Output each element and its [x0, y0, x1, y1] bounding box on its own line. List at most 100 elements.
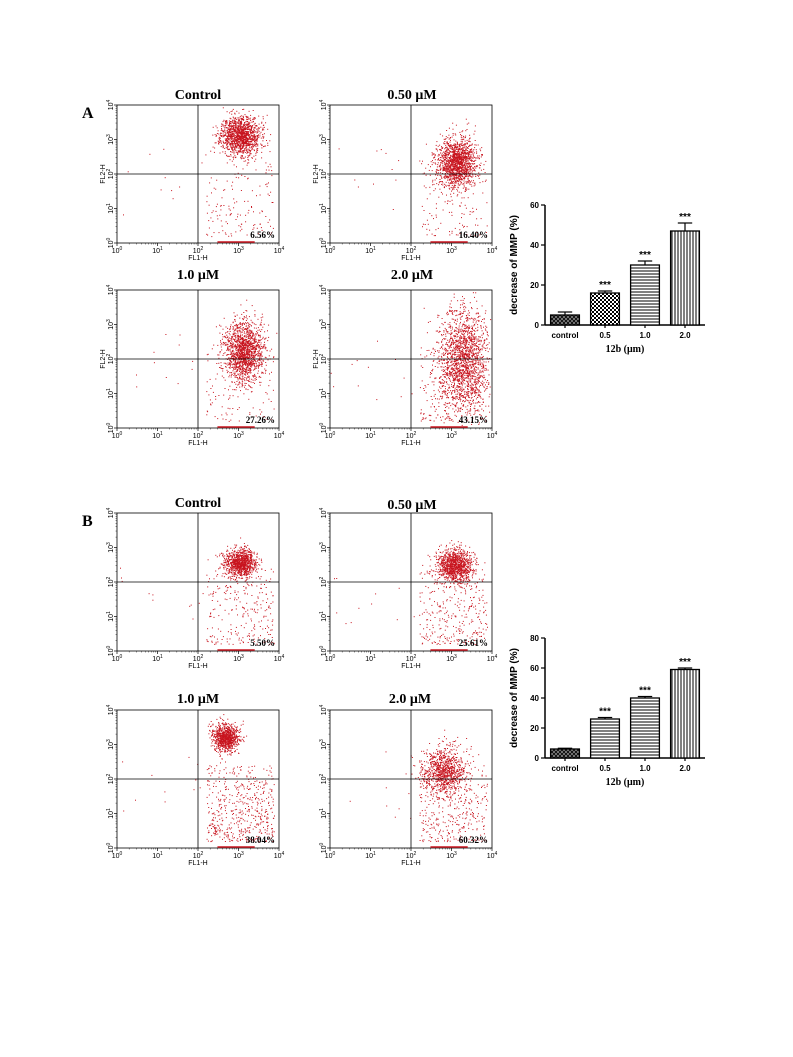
x-tick-label: 102 [406, 246, 417, 255]
y-tick-label: 101 [106, 808, 115, 819]
significance-marker: *** [599, 707, 611, 718]
y-tick-label: 103 [106, 319, 115, 330]
x-tick-label: 100 [112, 851, 123, 860]
x-tick-label: 104 [274, 654, 285, 663]
x-tick-label: 104 [274, 851, 285, 860]
flow-x-axis-label: FL1-H [401, 440, 420, 447]
x-tick-label: 101 [152, 654, 163, 663]
x-tick-label: 104 [487, 654, 498, 663]
flow-title-a2: 0.50 μM [387, 88, 437, 103]
x-tick-label: 102 [193, 851, 204, 860]
gate-percentage: 38.04% [246, 835, 275, 845]
x-tick-label: 104 [487, 246, 498, 255]
x-tick-label: 103 [446, 851, 457, 860]
bar-y-tick-label: 40 [530, 241, 539, 250]
bar-y-tick-label: 60 [530, 201, 539, 210]
y-tick-label: 100 [106, 842, 115, 853]
scatter-dots [136, 299, 278, 422]
x-tick-label: 100 [325, 851, 336, 860]
scatter-dots [338, 118, 488, 237]
x-tick-label: 103 [233, 246, 244, 255]
y-tick-label: 102 [319, 576, 328, 587]
x-tick-label: 102 [193, 246, 204, 255]
bar-category-label: 0.5 [599, 764, 611, 773]
y-tick-label: 101 [319, 808, 328, 819]
y-tick-label: 104 [106, 704, 115, 715]
y-tick-label: 100 [106, 422, 115, 433]
y-tick-label: 100 [319, 237, 328, 248]
scatter-dots [334, 540, 488, 645]
gate-percentage: 60.32% [459, 835, 488, 845]
bar-y-tick-label: 0 [535, 321, 540, 330]
y-tick-label: 104 [319, 284, 328, 295]
bar-y-tick-label: 0 [535, 754, 540, 763]
y-tick-label: 102 [319, 353, 328, 364]
bar [669, 668, 701, 759]
y-tick-label: 101 [106, 203, 115, 214]
bar-category-label: control [551, 331, 578, 340]
bar-chart-a: 0 20 40 60 decrease of MMP (%) control *** 0.5 *… [509, 201, 705, 355]
y-tick-label: 102 [106, 773, 115, 784]
x-tick-label: 102 [193, 654, 204, 663]
x-tick-label: 104 [487, 431, 498, 440]
flow-title-a1: Control [174, 88, 222, 103]
bar-y-tick-label: 20 [530, 724, 539, 733]
y-tick-label: 104 [106, 99, 115, 110]
bar-y-tick-label: 60 [530, 664, 539, 673]
flow-x-axis-label: FL1-H [401, 860, 420, 867]
significance-marker: *** [599, 280, 611, 291]
panel-label-b: B [82, 513, 93, 530]
bar-x-axis-label: 12b (μm) [606, 777, 645, 788]
bar [629, 697, 661, 759]
x-tick-label: 104 [274, 431, 285, 440]
bar [629, 264, 661, 326]
flow-x-axis-label: FL1-H [188, 860, 207, 867]
flow-y-axis-label: FL2-H [100, 164, 107, 183]
x-tick-label: 101 [365, 851, 376, 860]
scatter-dots [349, 729, 489, 843]
x-tick-label: 104 [274, 246, 285, 255]
flow-title-b1: Control [174, 496, 222, 511]
flow-title-b3: 1.0 μM [176, 692, 220, 707]
y-tick-label: 100 [319, 842, 328, 853]
y-tick-label: 102 [319, 168, 328, 179]
x-tick-label: 101 [365, 246, 376, 255]
gate-percentage: 6.56% [250, 230, 275, 240]
bar [669, 230, 701, 326]
flow-x-axis-label: FL1-H [188, 440, 207, 447]
x-tick-label: 102 [406, 851, 417, 860]
x-tick-label: 101 [152, 246, 163, 255]
y-tick-label: 100 [106, 237, 115, 248]
x-tick-label: 102 [406, 654, 417, 663]
scatter-dots [123, 107, 274, 238]
x-tick-label: 103 [446, 246, 457, 255]
y-tick-label: 103 [319, 739, 328, 750]
x-tick-label: 100 [325, 431, 336, 440]
y-tick-label: 103 [319, 542, 328, 553]
significance-marker: *** [639, 250, 651, 261]
scatter-dots [120, 537, 275, 645]
y-tick-label: 101 [319, 203, 328, 214]
x-tick-label: 103 [446, 431, 457, 440]
bar-y-tick-label: 40 [530, 694, 539, 703]
bar [589, 292, 621, 326]
flow-x-axis-label: FL1-H [188, 255, 207, 262]
y-tick-label: 104 [319, 507, 328, 518]
x-tick-label: 101 [152, 431, 163, 440]
y-tick-label: 101 [106, 388, 115, 399]
scatter-dots [122, 714, 275, 843]
y-tick-label: 100 [319, 422, 328, 433]
y-tick-label: 100 [319, 645, 328, 656]
y-tick-label: 103 [106, 134, 115, 145]
y-tick-label: 101 [319, 388, 328, 399]
y-tick-label: 103 [106, 542, 115, 553]
gate-percentage: 27.26% [246, 415, 275, 425]
gate-percentage: 5.50% [250, 638, 275, 648]
y-tick-label: 104 [319, 704, 328, 715]
y-tick-label: 101 [106, 611, 115, 622]
